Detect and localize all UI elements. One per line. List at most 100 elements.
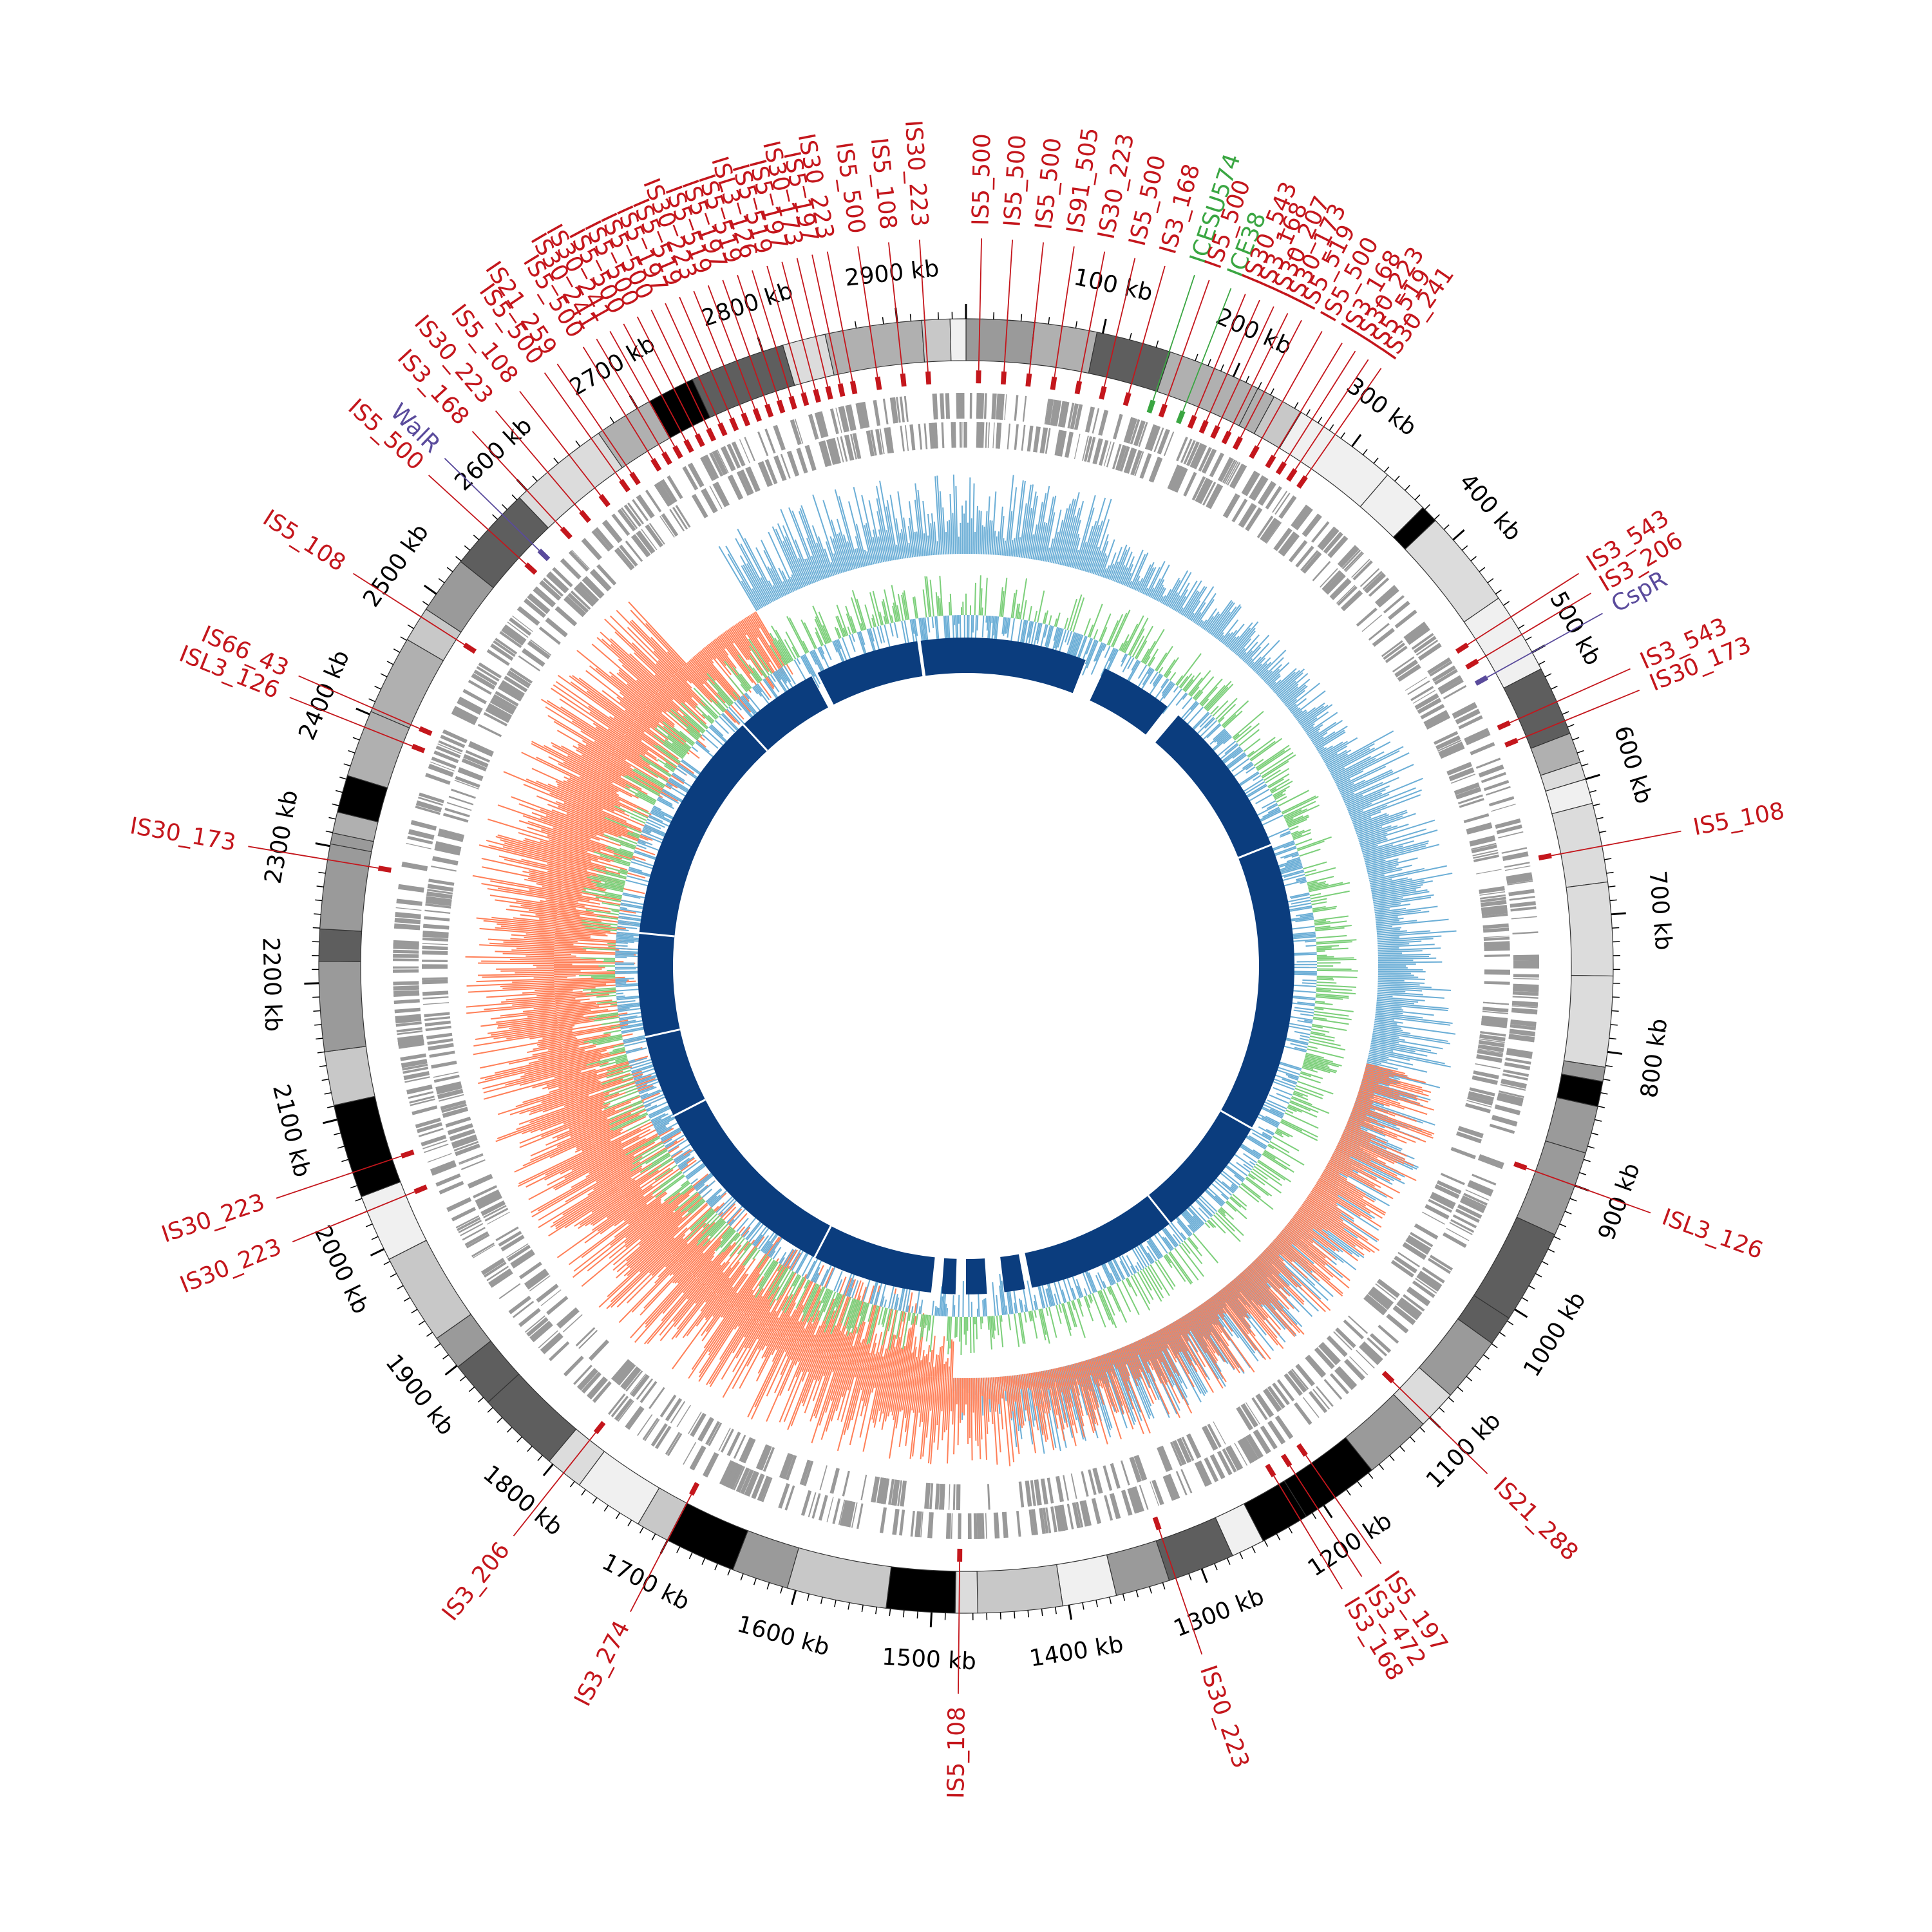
gc-skew-bar — [1358, 1090, 1401, 1104]
gc-content-bar — [752, 667, 763, 681]
gc-skew-bar — [520, 1065, 567, 1078]
gc-skew-bar — [1340, 1138, 1395, 1164]
gene-feature — [1334, 1368, 1356, 1390]
gc-skew-bar — [1294, 1213, 1358, 1262]
gene-feature — [1227, 1445, 1244, 1470]
gc-skew-bar — [830, 1361, 850, 1422]
gc-skew-bar — [739, 1329, 772, 1389]
gene-feature — [440, 1100, 466, 1110]
gene-feature — [1295, 545, 1313, 567]
gc-skew-bar — [540, 817, 577, 831]
gc-skew-bar — [766, 1343, 802, 1422]
gc-content-bar — [1215, 1177, 1235, 1194]
gc-content-bar — [1004, 617, 1008, 634]
gc-content-bar — [1269, 1094, 1289, 1104]
gc-content-bar — [651, 1113, 668, 1123]
gc-content-bar — [1297, 1081, 1334, 1095]
gc-content-bar — [1163, 1255, 1173, 1269]
gene-feature — [1139, 1484, 1149, 1510]
gc-skew-bar — [895, 518, 904, 559]
gc-skew-bar — [881, 1371, 893, 1430]
gene-feature — [1348, 1315, 1368, 1334]
gene-feature — [1323, 1379, 1343, 1400]
gene-feature — [1249, 475, 1265, 499]
gc-skew-bar — [913, 1356, 918, 1376]
gc-content-bar — [1074, 634, 1084, 659]
gc-skew-bar — [1196, 1307, 1221, 1342]
gc-skew-bar — [1366, 1063, 1406, 1075]
gene-feature — [592, 569, 612, 590]
gc-skew-bar — [761, 1331, 777, 1359]
gc-skew-bar — [1313, 731, 1336, 746]
gc-content-bar — [1155, 1261, 1174, 1291]
gc-content-bar — [795, 1280, 811, 1309]
gc-skew-bar — [701, 1300, 727, 1336]
gc-content-bar — [1064, 618, 1069, 630]
gc-skew-bar — [620, 701, 639, 717]
gc-skew-bar — [943, 1378, 948, 1433]
gene-feature — [1416, 1273, 1441, 1292]
gc-skew-bar — [616, 696, 640, 715]
gc-skew-bar — [1211, 611, 1231, 636]
gene-feature — [1067, 402, 1075, 429]
gene-feature — [1088, 1469, 1097, 1495]
gc-skew-bar — [524, 838, 571, 853]
gene-feature — [1039, 427, 1048, 454]
gene-feature — [446, 1197, 472, 1212]
gc-skew-bar — [535, 914, 557, 918]
gc-content-bar — [804, 622, 817, 649]
gc-content-bar — [1160, 1227, 1177, 1248]
gc-content-bar — [1291, 893, 1310, 899]
gc-skew-bar — [1049, 509, 1062, 563]
gc-skew-bar — [1352, 1108, 1434, 1139]
gc-skew-bar — [574, 1078, 623, 1096]
gc-skew-bar — [1307, 1196, 1343, 1222]
gene-feature — [1491, 1115, 1518, 1127]
gc-skew-bar — [506, 908, 557, 916]
gc-skew-bar — [1343, 782, 1383, 801]
gc-skew-bar — [1099, 555, 1108, 577]
gc-skew-bar — [810, 1356, 833, 1422]
gc-content-bar — [1132, 635, 1145, 658]
gc-content-bar — [1249, 1135, 1267, 1148]
gc-skew-bar — [588, 1113, 632, 1133]
gc-content-bar — [700, 699, 719, 718]
gene-feature — [1176, 437, 1188, 462]
gc-content-bar — [1293, 1009, 1314, 1014]
gc-skew-bar — [701, 1242, 736, 1283]
gc-content-bar — [812, 1288, 828, 1323]
gc-content-bar — [656, 1125, 667, 1132]
gc-content-bar — [621, 1027, 647, 1034]
gc-skew-bar — [1373, 896, 1403, 904]
gc-skew-bar — [917, 489, 925, 556]
gc-content-bar — [1305, 867, 1336, 877]
gene-feature — [641, 529, 658, 551]
gc-skew-bar — [700, 650, 743, 701]
gc-skew-bar — [554, 943, 574, 945]
gc-skew-bar — [554, 948, 587, 951]
gc-skew-bar — [855, 536, 864, 567]
gc-skew-bar — [518, 820, 574, 839]
gc-skew-bar — [1032, 1372, 1044, 1435]
gc-skew-bar — [809, 1334, 815, 1348]
gc-content-bar — [612, 1113, 649, 1132]
gc-content-bar — [679, 730, 696, 744]
gc-skew-bar — [757, 1286, 780, 1323]
gene-feature — [1265, 522, 1282, 544]
gene-feature — [1425, 714, 1450, 730]
gc-skew-bar — [1171, 595, 1180, 610]
gc-content-bar — [699, 702, 717, 720]
gc-skew-bar — [592, 1115, 647, 1142]
gc-skew-bar — [1271, 668, 1297, 691]
gc-skew-bar — [1296, 1211, 1329, 1237]
gc-skew-bar — [1285, 1225, 1326, 1259]
gc-skew-bar — [765, 1269, 798, 1327]
gc-content-bar — [710, 725, 730, 744]
gc-skew-bar — [1311, 719, 1343, 742]
gc-skew-bar — [876, 511, 888, 562]
gene-feature — [946, 393, 951, 419]
gene-feature — [617, 508, 636, 532]
gc-content-bar — [1289, 907, 1312, 912]
gc-skew-bar — [790, 1350, 820, 1426]
gc-skew-bar — [1010, 1376, 1020, 1455]
